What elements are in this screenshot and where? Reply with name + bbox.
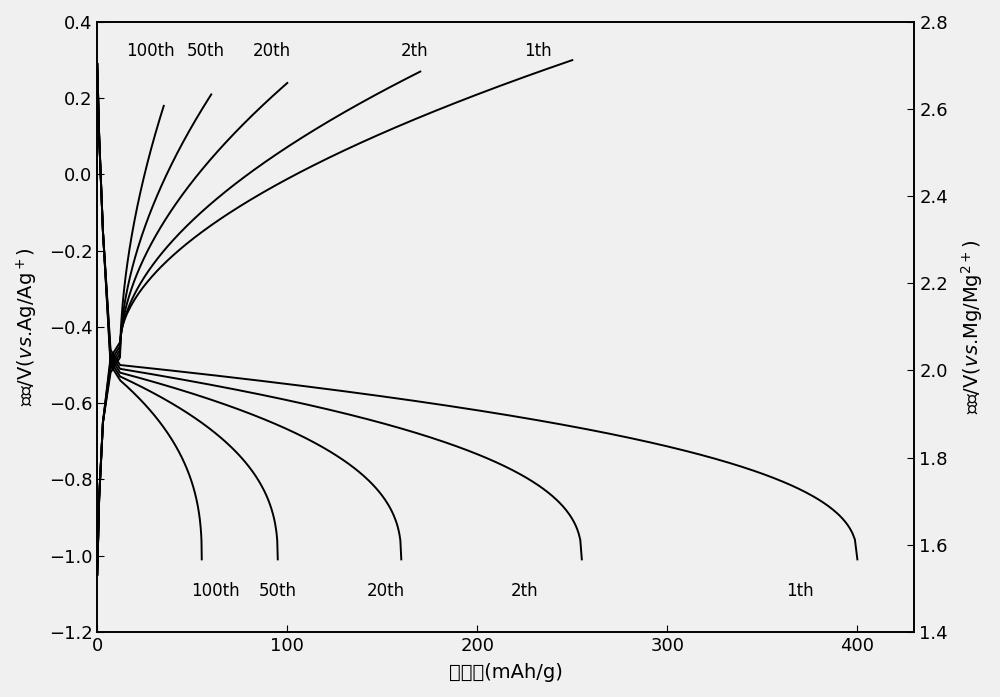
- Text: 2th: 2th: [511, 582, 539, 600]
- X-axis label: 比容量(mAh/g): 比容量(mAh/g): [449, 663, 563, 682]
- Y-axis label: 电势/V($\it{vs}$.Mg/Mg$^{2+}$): 电势/V($\it{vs}$.Mg/Mg$^{2+}$): [959, 240, 985, 414]
- Text: 1th: 1th: [787, 582, 814, 600]
- Text: 1th: 1th: [524, 42, 552, 60]
- Text: 20th: 20th: [253, 42, 291, 60]
- Text: 20th: 20th: [367, 582, 405, 600]
- Text: 50th: 50th: [259, 582, 297, 600]
- Y-axis label: 电势/V($\it{vs}$.Ag/Ag$^+$): 电势/V($\it{vs}$.Ag/Ag$^+$): [15, 247, 40, 406]
- Text: 50th: 50th: [187, 42, 225, 60]
- Text: 100th: 100th: [191, 582, 239, 600]
- Text: 2th: 2th: [401, 42, 428, 60]
- Text: 100th: 100th: [126, 42, 175, 60]
